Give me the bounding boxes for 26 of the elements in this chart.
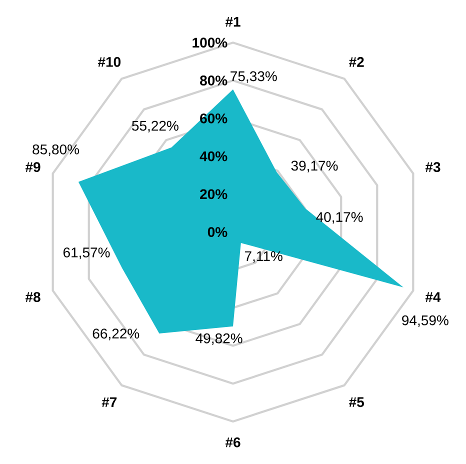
data-label: 7,11% bbox=[244, 251, 282, 263]
data-label: 55,22% bbox=[132, 120, 178, 132]
data-label: 85,80% bbox=[32, 144, 80, 156]
data-label: 61,57% bbox=[63, 247, 110, 260]
data-label: 49,82% bbox=[196, 333, 242, 345]
spoke-label: #8 bbox=[25, 292, 40, 302]
y-tick-label: 0% bbox=[208, 227, 228, 237]
y-tick-label: 40% bbox=[200, 151, 228, 162]
y-tick-label: 100% bbox=[192, 38, 228, 48]
data-label: 39,17% bbox=[291, 160, 338, 172]
y-tick-label: 20% bbox=[200, 189, 228, 200]
y-tick-label: 60% bbox=[200, 113, 228, 124]
spoke-label: #1 bbox=[225, 16, 240, 27]
data-label: 75,33% bbox=[230, 71, 277, 83]
spoke-label: #3 bbox=[425, 162, 440, 172]
data-label: 94,59% bbox=[402, 315, 448, 327]
spoke-label: #9 bbox=[25, 162, 40, 172]
spoke-label: #6 bbox=[225, 437, 240, 448]
data-label: 40,17% bbox=[316, 212, 363, 224]
spoke-label: #5 bbox=[349, 397, 364, 408]
spoke-label: #7 bbox=[102, 397, 117, 407]
spoke-label: #2 bbox=[349, 57, 364, 67]
y-tick-label: 80% bbox=[200, 76, 228, 86]
spoke-label: #4 bbox=[425, 292, 441, 302]
spoke-label: #10 bbox=[98, 56, 121, 67]
data-label: 66,22% bbox=[92, 328, 140, 340]
